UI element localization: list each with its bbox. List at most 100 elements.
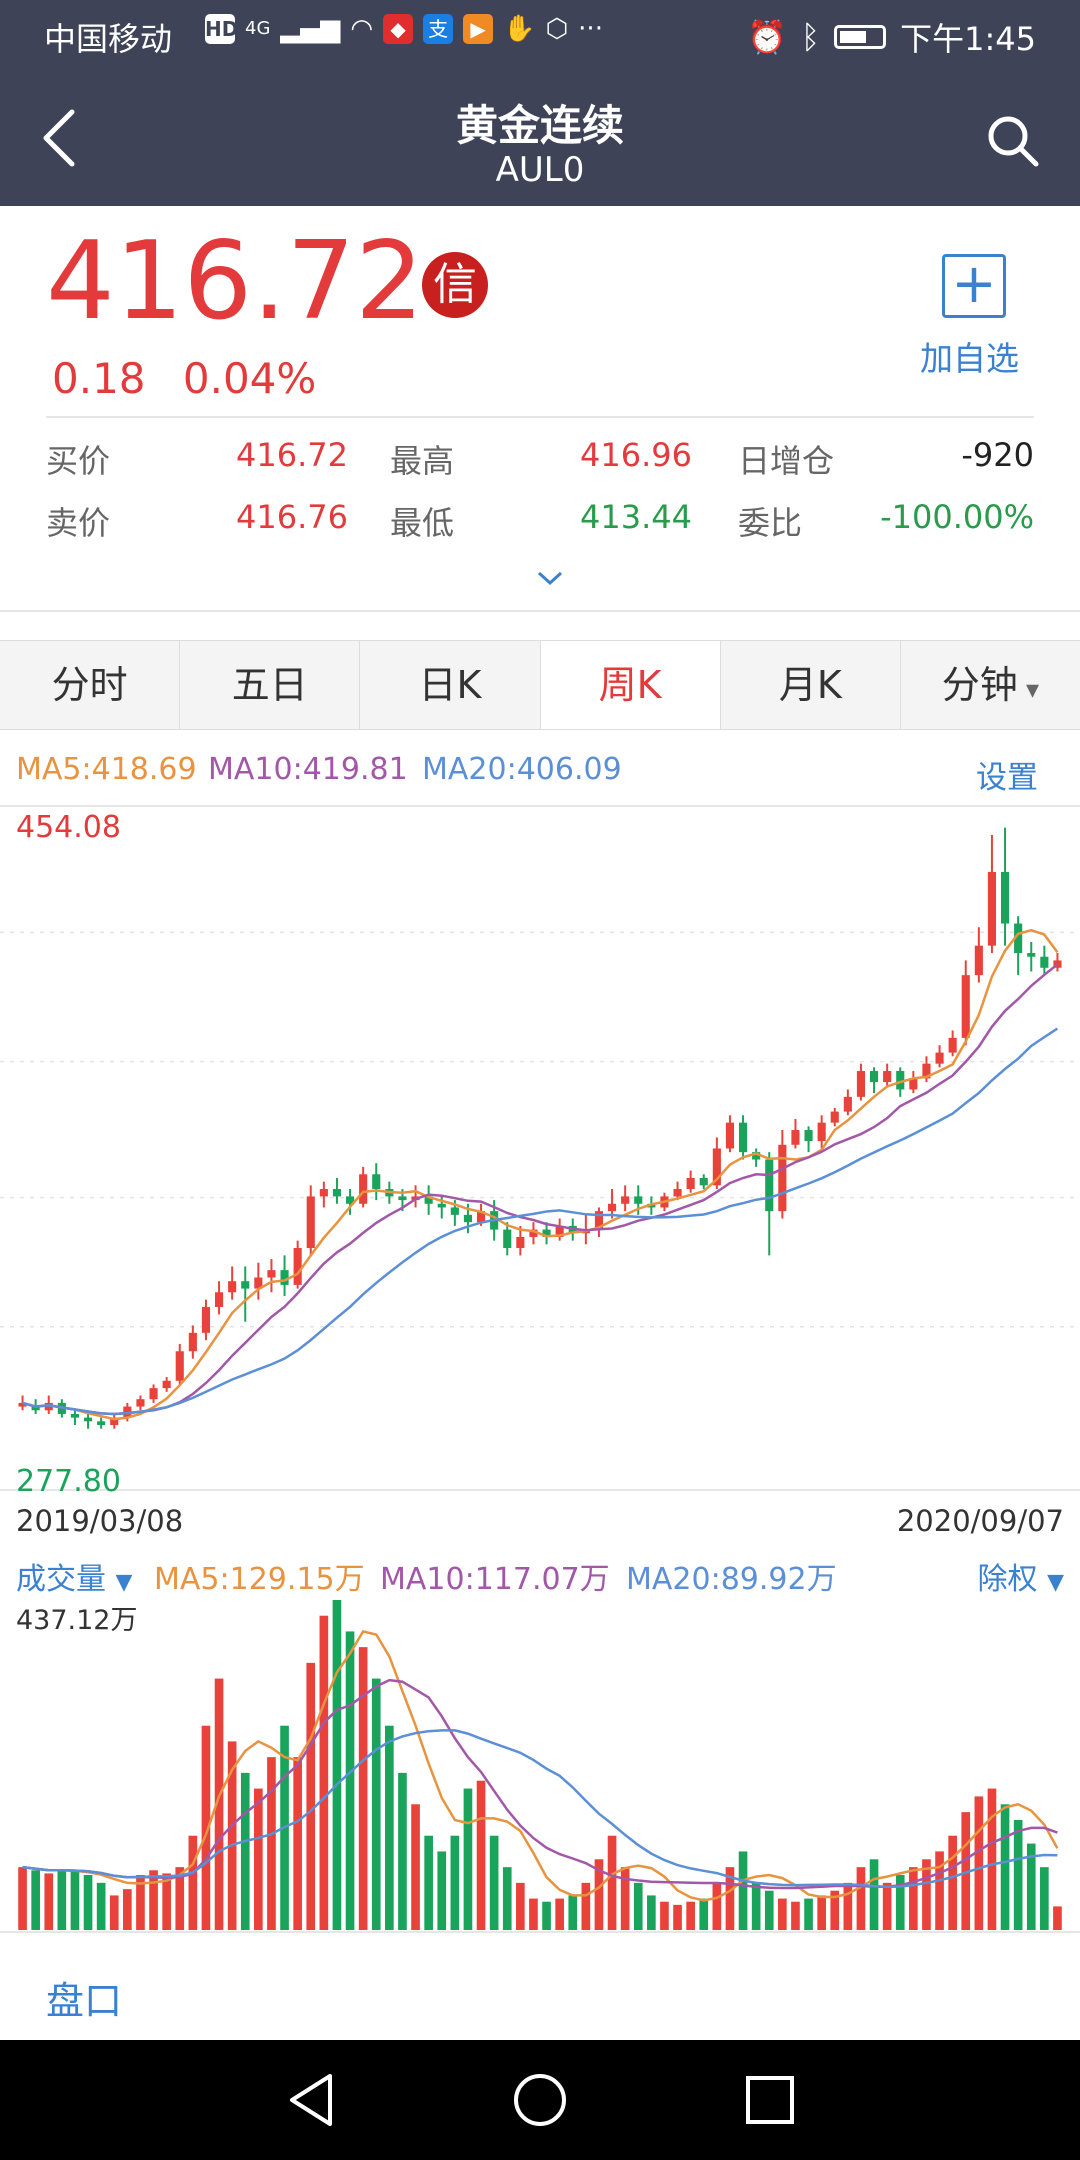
- volume-bar: [437, 1851, 447, 1930]
- candle-body: [332, 1189, 342, 1197]
- tab-label[interactable]: 月K: [778, 663, 842, 707]
- tab-1[interactable]: 五日: [180, 641, 361, 729]
- candle-body: [228, 1281, 237, 1293]
- nav-home-icon[interactable]: [512, 2072, 568, 2128]
- system-nav-bar: [0, 2040, 1080, 2160]
- candle-body: [319, 1189, 328, 1197]
- candle-body: [241, 1281, 250, 1289]
- candle-body: [791, 1130, 800, 1145]
- back-icon[interactable]: [36, 108, 86, 168]
- status-icons: HD 4G ▂▄▆ ◠ ◆ 支 ▶ ✋ ⬡ ···: [205, 14, 603, 44]
- volume-bar: [175, 1867, 185, 1930]
- search-icon[interactable]: [984, 112, 1040, 168]
- candle-body: [634, 1196, 643, 1204]
- signal-icon: ▂▄▆: [280, 14, 341, 44]
- clock: 下午1:45: [900, 20, 1036, 58]
- order-book-tab[interactable]: 盘口: [46, 1979, 123, 2023]
- dropdown-icon[interactable]: ▼: [115, 1570, 133, 1595]
- volume-selector[interactable]: 成交量 ▼: [16, 1554, 132, 1598]
- volume-bar: [594, 1859, 604, 1930]
- adjust-selector[interactable]: 除权 ▼: [978, 1554, 1064, 1598]
- volume-bar: [1053, 1906, 1062, 1930]
- volume-bar: [948, 1835, 957, 1930]
- volume-bar: [647, 1895, 656, 1930]
- battery-icon: [834, 25, 887, 49]
- volume-chart[interactable]: [0, 1590, 1080, 1938]
- divider: [0, 610, 1080, 612]
- volume-label[interactable]: 成交量: [16, 1562, 106, 1597]
- chart-low-label: 277.80: [16, 1464, 121, 1499]
- volume-bar: [738, 1851, 748, 1930]
- tab-5[interactable]: 分钟 ▾: [901, 641, 1080, 729]
- hd-icon: HD: [205, 14, 238, 44]
- volume-bar: [450, 1835, 460, 1930]
- kline-chart[interactable]: [0, 800, 1080, 1500]
- video-icon: ▶: [463, 14, 494, 44]
- candle-body: [280, 1270, 289, 1285]
- candle-body: [188, 1332, 197, 1352]
- volume-bar: [502, 1867, 512, 1930]
- dropdown-icon[interactable]: ▼: [1047, 1570, 1064, 1595]
- candle-body: [1027, 953, 1036, 957]
- volume-bar: [18, 1867, 27, 1930]
- tab-label[interactable]: 日K: [418, 663, 482, 707]
- tab-label[interactable]: 五日: [231, 663, 308, 707]
- candle-body: [372, 1174, 381, 1190]
- add-watchlist-label[interactable]: 加自选: [920, 339, 1019, 378]
- volume-bar: [398, 1772, 407, 1930]
- wifi-icon: ◠: [350, 14, 374, 44]
- tab-2[interactable]: 日K: [360, 641, 541, 729]
- volume-bar: [1040, 1867, 1049, 1930]
- app-notify-icon: ◆: [383, 14, 414, 44]
- candle-body: [83, 1417, 93, 1422]
- tab-3[interactable]: 周K: [540, 641, 721, 729]
- tab-label[interactable]: 分时: [51, 663, 128, 707]
- quote-label: 卖价: [46, 504, 111, 542]
- candle-body: [974, 945, 983, 976]
- chart-settings-button[interactable]: 设置: [976, 760, 1038, 796]
- candle-body: [306, 1196, 315, 1249]
- change-value: 0.18: [52, 354, 146, 403]
- adjust-label[interactable]: 除权: [977, 1562, 1038, 1597]
- candle-body: [621, 1196, 630, 1204]
- ma5-line: [22, 928, 1059, 1421]
- tab-0[interactable]: 分时: [0, 641, 181, 729]
- volume-bar: [44, 1873, 54, 1930]
- candle-body: [18, 1402, 27, 1407]
- quote-value: 416.72: [236, 436, 348, 474]
- quote-value: -100.00%: [880, 498, 1034, 536]
- candle-body: [201, 1307, 211, 1333]
- volume-bar: [267, 1757, 276, 1930]
- alarm-icon: ⏰: [747, 18, 787, 56]
- volume-bar: [358, 1647, 368, 1930]
- volume-bar: [909, 1867, 918, 1930]
- candle-body: [961, 975, 970, 1038]
- nav-back-icon[interactable]: [286, 2072, 336, 2128]
- volume-bar: [319, 1615, 329, 1930]
- chart-start-date: 2019/03/08: [16, 1504, 184, 1538]
- volume-bar: [791, 1901, 800, 1930]
- tab-label[interactable]: 分钟: [941, 663, 1018, 707]
- volume-bar: [306, 1662, 316, 1930]
- alipay-icon: 支: [423, 14, 454, 44]
- volume-max-label: 437.12万: [16, 1605, 138, 1636]
- hexagon-icon: ⬡: [545, 14, 569, 44]
- tab-4[interactable]: 月K: [721, 641, 901, 729]
- add-watchlist-button[interactable]: +: [942, 254, 1006, 318]
- volume-bar: [922, 1859, 931, 1930]
- candle-body: [607, 1203, 617, 1212]
- volume-bar: [961, 1812, 971, 1930]
- xin-badge-icon[interactable]: 信: [422, 252, 488, 318]
- ma10-legend: MA10:419.81: [208, 752, 408, 787]
- dropdown-icon[interactable]: ▾: [1017, 675, 1040, 705]
- volume-bar: [293, 1757, 302, 1930]
- nav-recents-icon[interactable]: [744, 2074, 796, 2126]
- candle-body: [686, 1177, 695, 1190]
- candle-body: [856, 1071, 866, 1097]
- volume-bar: [136, 1875, 145, 1930]
- carrier-name: 中国移动: [44, 20, 173, 58]
- volume-bar: [987, 1788, 997, 1930]
- tab-label[interactable]: 周K: [598, 663, 662, 707]
- volume-bar: [254, 1788, 263, 1930]
- expand-chevron-icon[interactable]: [536, 570, 564, 586]
